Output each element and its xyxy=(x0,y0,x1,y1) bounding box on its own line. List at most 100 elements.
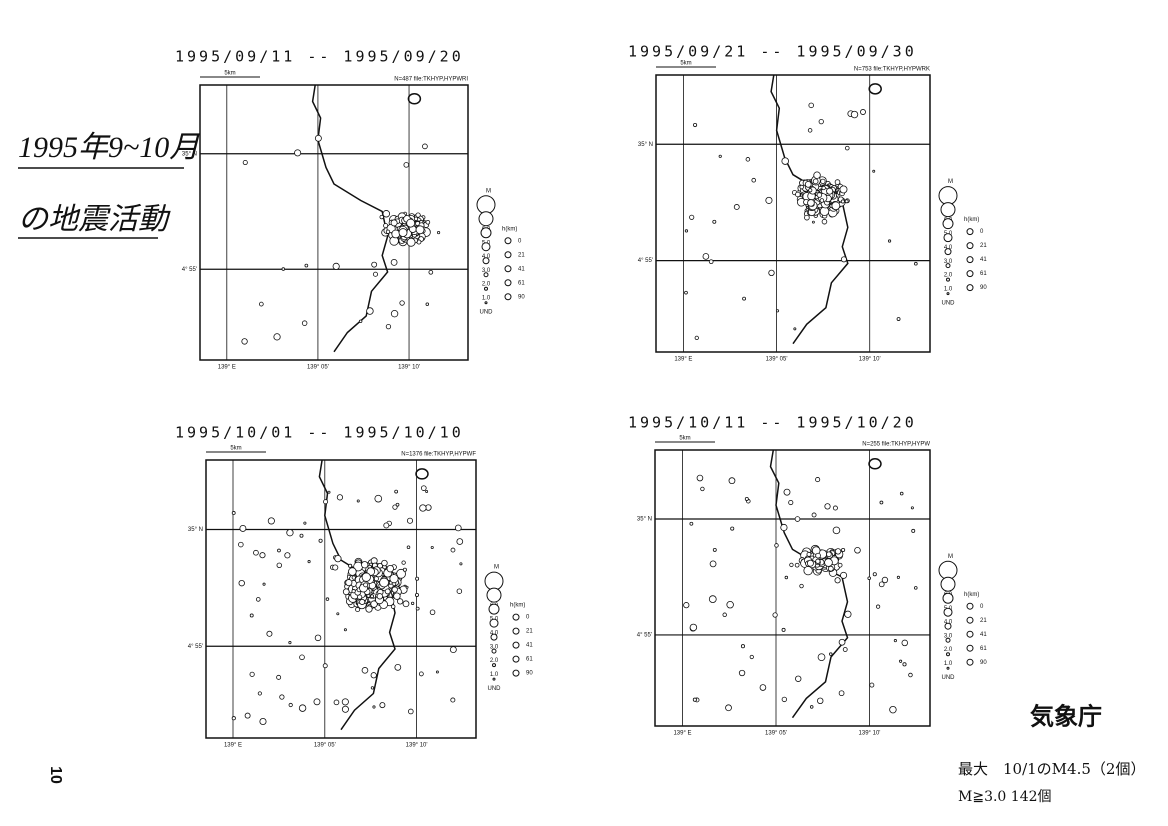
legend-symbol xyxy=(489,618,499,628)
epicenter xyxy=(772,612,778,618)
legend-symbol xyxy=(512,655,520,663)
epicenter xyxy=(914,261,918,266)
epicenter xyxy=(394,489,399,494)
epicenter xyxy=(794,562,800,568)
epicenter xyxy=(361,561,369,569)
epicenter xyxy=(811,512,817,518)
epicenter xyxy=(384,588,391,595)
legend-symbol xyxy=(504,279,512,287)
legend-symbol xyxy=(966,228,974,236)
epicenter xyxy=(408,708,414,715)
legend-symbol xyxy=(512,613,520,621)
epicenter xyxy=(745,157,751,162)
epicenter xyxy=(860,109,866,115)
legend-label: 4.0 xyxy=(944,245,953,251)
legend-label: 2.0 xyxy=(482,282,491,288)
legend-symbol xyxy=(484,301,488,305)
scale-label: 5km xyxy=(224,71,235,77)
epicenter xyxy=(405,585,409,589)
file-info: N=1376 file:TKHYP,HYPWF xyxy=(401,452,476,458)
epicenter xyxy=(390,259,398,266)
epicenter xyxy=(808,188,813,193)
epicenter xyxy=(834,548,842,555)
legend-label: 0 xyxy=(518,238,522,244)
scale-label: 5km xyxy=(679,436,690,442)
epicenter xyxy=(370,686,375,690)
latitude-label: 4° 55' xyxy=(637,632,652,638)
epicenter xyxy=(394,663,402,671)
epicenter xyxy=(231,511,236,515)
epicenter xyxy=(379,577,389,588)
legend-label: 41 xyxy=(526,643,533,649)
epicenter xyxy=(829,652,833,656)
epicenter xyxy=(259,552,266,559)
epicenter xyxy=(831,201,841,211)
epicenter xyxy=(733,204,740,210)
legend-symbol xyxy=(504,237,512,245)
epicenter xyxy=(456,538,464,545)
epicenter xyxy=(730,526,735,531)
epicenter xyxy=(425,490,429,493)
epicenter xyxy=(392,504,398,510)
epicenter xyxy=(415,225,425,235)
epicenter xyxy=(370,672,377,679)
latitude-label: 35° N xyxy=(188,527,203,533)
epicenter xyxy=(817,697,824,705)
legend-symbol xyxy=(966,256,974,264)
epicenter xyxy=(406,218,416,228)
epicenter xyxy=(343,628,347,632)
legend-title: M xyxy=(948,179,953,185)
epicenter xyxy=(242,160,248,166)
legend-label: 41 xyxy=(980,632,987,638)
legend-label: 3.0 xyxy=(490,644,499,650)
epicenter xyxy=(908,672,913,678)
scale-label: 5km xyxy=(230,446,241,452)
agency: 気象庁 xyxy=(1030,702,1102,731)
epicenter xyxy=(284,552,291,559)
epicenter xyxy=(357,594,363,600)
legend-symbol xyxy=(486,587,502,603)
legend-label: 0 xyxy=(980,229,984,235)
epicenter xyxy=(816,192,823,198)
longitude-label: 139° 10' xyxy=(398,365,420,371)
period-title: 1995/09/11 -- 1995/09/20 xyxy=(175,48,464,66)
legend-symbol xyxy=(481,242,491,252)
epicenter xyxy=(307,560,311,564)
legend-label: 21 xyxy=(980,243,987,249)
legend-symbol xyxy=(966,284,974,292)
legend-label: 1.0 xyxy=(490,672,499,678)
epicenter xyxy=(872,572,877,577)
epicenter xyxy=(738,669,746,677)
legend-symbol xyxy=(942,592,954,604)
epicenter xyxy=(821,218,828,225)
epicenter xyxy=(840,256,847,263)
legend-label: 4.0 xyxy=(490,630,499,636)
epicenter xyxy=(911,528,916,533)
epicenter xyxy=(365,605,373,613)
epicenter xyxy=(379,702,386,709)
map-panel: 1995/10/11 -- 1995/10/20 5km N=255 file:TK… xyxy=(628,414,987,737)
epicenter xyxy=(793,327,797,331)
epicenter xyxy=(279,694,285,700)
epicenter xyxy=(832,526,841,535)
epicenter xyxy=(373,576,379,582)
epicenter xyxy=(413,216,419,221)
epicenter xyxy=(820,178,826,185)
epicenter xyxy=(725,704,732,712)
legend-label: 0 xyxy=(526,615,530,621)
island xyxy=(415,468,429,480)
legend-symbol xyxy=(483,272,489,278)
legend-label: 41 xyxy=(980,257,987,263)
epicenter xyxy=(262,582,266,586)
epicenter xyxy=(804,180,812,188)
epicenter xyxy=(459,562,463,566)
map-frame xyxy=(655,74,931,353)
legend-symbol xyxy=(478,211,494,227)
epicenter xyxy=(435,670,439,674)
epicenter xyxy=(914,586,918,590)
epicenter xyxy=(301,320,308,326)
legend-symbol xyxy=(491,648,497,654)
handwritten-subtitle: の地震活動 xyxy=(18,203,171,236)
epicenter xyxy=(841,547,846,553)
handwritten-title: 1995年9~10月 xyxy=(18,131,200,164)
